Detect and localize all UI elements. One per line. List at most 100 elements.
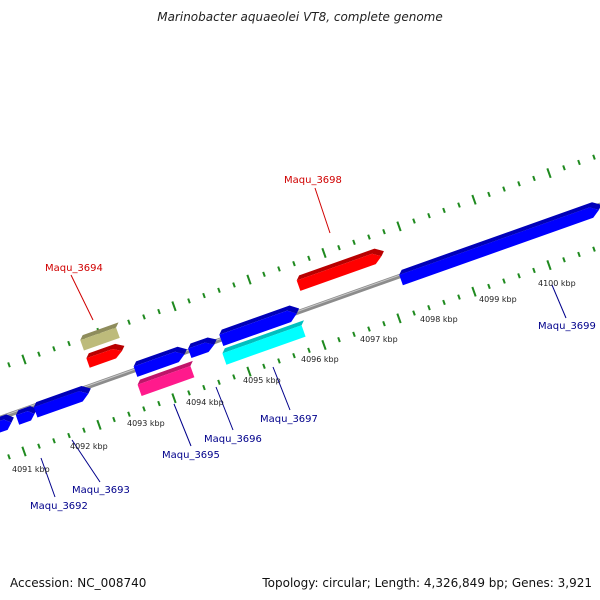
tick-label: 4093 kbp [127, 419, 165, 428]
lower-tick [517, 273, 521, 279]
feature-bevel [219, 305, 300, 335]
upper-tick [157, 308, 161, 315]
lower-tick [157, 400, 161, 407]
lower-tick [562, 257, 566, 263]
lower-tick [442, 299, 446, 306]
gene-label: Maqu_3693 [72, 485, 130, 496]
gene-label: Maqu_3694 [45, 263, 103, 274]
accession-text: Accession: NC_008740 [10, 576, 147, 590]
lower-tick [592, 246, 596, 252]
upper-tick [21, 354, 27, 365]
upper-tick [217, 287, 221, 293]
lower-tick [577, 251, 581, 258]
feature-bevel [0, 414, 14, 425]
gene-feature [33, 386, 91, 418]
feature-body [296, 253, 382, 291]
gene-leader-line [314, 187, 331, 234]
feature-body [222, 325, 306, 365]
feature-body [133, 351, 185, 377]
upper-tick [337, 244, 341, 251]
tick-marks [7, 154, 596, 460]
lower-tick [292, 352, 296, 359]
tick-label: 4091 kbp [12, 465, 50, 474]
upper-tick [532, 175, 536, 182]
lower-tick [321, 339, 327, 351]
lower-tick [142, 406, 146, 412]
tick-label: 4099 kbp [479, 295, 517, 304]
gene-leader-line [173, 403, 192, 447]
feature-body [15, 411, 35, 425]
lower-tick [171, 393, 177, 404]
upper-tick [37, 351, 41, 357]
gene-labels: Maqu_3694 Maqu_3698 Maqu_3692 Maqu_3693 Maqu… [30, 175, 596, 512]
tick-label: 4100 kbp [538, 279, 576, 288]
feature-body [219, 310, 297, 347]
upper-tick [517, 181, 521, 187]
lower-tick [127, 411, 131, 417]
upper-tick [457, 202, 461, 208]
upper-tick [171, 301, 177, 312]
lower-tick [546, 260, 552, 271]
tick-label: 4098 kbp [420, 315, 458, 324]
gene-feature [188, 337, 217, 359]
gene-leader-line [71, 439, 101, 483]
upper-tick [202, 292, 206, 299]
lower-tick [202, 384, 206, 391]
label-leaders [40, 187, 567, 498]
gene-label: Maqu_3695 [162, 450, 220, 461]
gene-feature [15, 405, 37, 425]
gene-label: Maqu_3696 [204, 434, 262, 445]
feature-bevel [133, 346, 187, 367]
lower-tick [427, 305, 431, 311]
lower-tick [52, 438, 56, 444]
upper-tick [546, 168, 552, 179]
lower-tick [262, 363, 266, 369]
feature-bevel [222, 320, 305, 354]
lower-tick [502, 278, 506, 284]
upper-tick [321, 247, 327, 259]
gene-label: Maqu_3698 [284, 175, 342, 186]
feature-bevel [399, 202, 600, 275]
upper-tick [7, 362, 11, 368]
gene-feature [0, 414, 14, 435]
feature-bevel [33, 386, 91, 408]
lower-tick [367, 326, 371, 332]
gene-feature [296, 248, 384, 291]
upper-tick [127, 319, 131, 325]
feature-body [33, 391, 89, 418]
map-title: Marinobacter aquaeolei VT8, complete gen… [157, 10, 443, 24]
upper-tick [52, 346, 56, 352]
gene-feature [86, 343, 125, 368]
tick-label: 4097 kbp [360, 335, 398, 344]
upper-tick [442, 207, 446, 214]
feature-body [137, 365, 195, 397]
gene-feature [133, 346, 187, 377]
upper-tick [562, 165, 566, 171]
gene-feature [222, 320, 306, 365]
upper-tick [187, 298, 191, 304]
lower-tick [487, 283, 491, 290]
feature-bevel [80, 322, 119, 341]
lower-tick [457, 294, 461, 300]
tick-label: 4095 kbp [243, 376, 281, 385]
upper-tick [427, 213, 431, 219]
lower-tick [382, 320, 386, 327]
lower-tick [7, 454, 11, 460]
gene-leader-line [272, 366, 291, 411]
gene-label: Maqu_3697 [260, 414, 318, 425]
gene-label: Maqu_3699 [538, 321, 596, 332]
feature-bevel [188, 337, 217, 349]
upper-tick [367, 234, 371, 240]
feature-bevel [15, 405, 37, 416]
gene-features [0, 202, 600, 435]
upper-tick [592, 154, 596, 160]
upper-tick [382, 228, 386, 235]
lower-tick [112, 416, 116, 423]
upper-tick [471, 194, 477, 205]
lower-tick [232, 374, 236, 380]
upper-tick [232, 282, 236, 288]
upper-tick [352, 239, 356, 246]
lower-tick [532, 267, 536, 274]
